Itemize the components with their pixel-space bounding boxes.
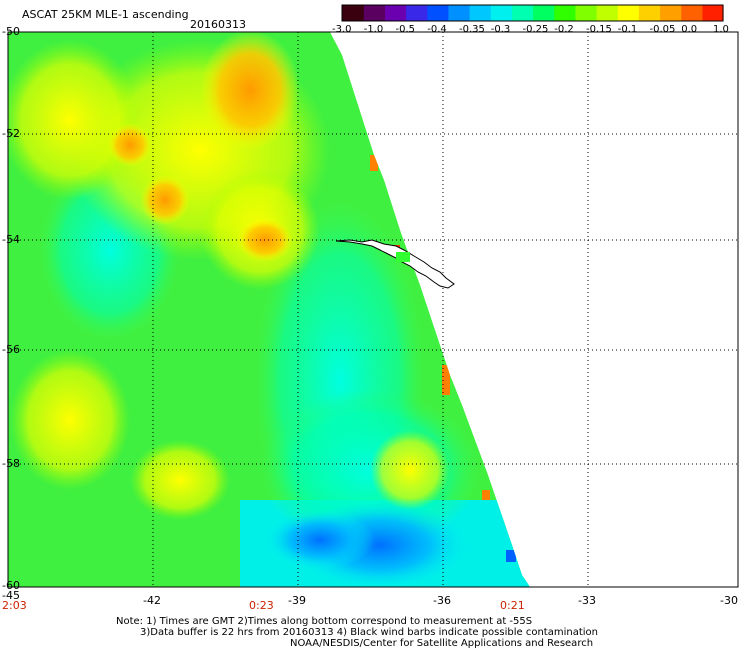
- colorbar-swatch: [532, 5, 555, 21]
- lat-label: -54: [2, 233, 20, 246]
- colorbar-tick-label: -0.3: [490, 24, 511, 35]
- colorbar-tick-label: -0.35: [459, 24, 485, 35]
- lon-label: -30: [720, 594, 738, 607]
- colorbar-swatch: [659, 5, 682, 21]
- colorbar-tick-label: -0.05: [649, 24, 676, 35]
- lon-label: -39: [288, 594, 306, 607]
- colorbar-swatch: [701, 5, 724, 21]
- time-label: 0:23: [249, 599, 274, 612]
- lat-lon-grid: [8, 32, 738, 587]
- colorbar-swatch: [342, 5, 364, 21]
- colorbar-swatch: [384, 5, 407, 21]
- lon-label: -42: [143, 594, 161, 607]
- colorbar-swatch: [363, 5, 385, 21]
- colorbar: [341, 4, 724, 22]
- lon-label: -36: [433, 594, 451, 607]
- colorbar-tick-label: -0.25: [522, 24, 549, 35]
- colorbar-swatch: [490, 5, 512, 21]
- lat-label: -58: [2, 457, 20, 470]
- lat-label: -50: [2, 25, 20, 38]
- colorbar-swatch: [574, 5, 597, 21]
- colorbar-swatch: [553, 5, 576, 21]
- colorbar-tick-label: -0.4: [427, 24, 447, 35]
- colorbar-tick-label: -0.2: [554, 24, 574, 35]
- note-line-2: 3)Data buffer is 22 hrs from 20160313 4)…: [140, 627, 598, 638]
- note-line-3: NOAA/NESDIS/Center for Satellite Applica…: [290, 638, 594, 649]
- note-line-1: Note: 1) Times are GMT 2)Times along bot…: [116, 616, 533, 627]
- time-label: 0:21: [500, 599, 525, 612]
- lon-label: -45: [2, 589, 20, 602]
- date-label: 20160313: [190, 18, 246, 31]
- swath-field: [8, 32, 530, 587]
- lat-label: -56: [2, 343, 20, 356]
- colorbar-swatch: [447, 5, 470, 21]
- lat-label: -52: [2, 127, 20, 140]
- colorbar-tick-label: -3.0: [332, 24, 352, 35]
- island-coastline: [335, 239, 455, 289]
- colorbar-tick-label: -0.15: [586, 24, 612, 35]
- colorbar-swatch: [638, 5, 661, 21]
- lat-label: -60: [2, 579, 20, 592]
- colorbar-tick-label: -0.5: [395, 24, 416, 35]
- colorbar-tick-label: -1.0: [363, 24, 384, 35]
- colorbar-swatch: [680, 5, 703, 21]
- colorbar-swatch: [469, 5, 491, 21]
- colorbar-tick-label: 0.0: [681, 24, 698, 35]
- product-title: ASCAT 25KM MLE-1 ascending: [22, 8, 189, 21]
- colorbar-swatch: [617, 5, 639, 21]
- plot-frame: [7, 31, 739, 588]
- colorbar-swatch: [596, 5, 618, 21]
- colorbar-tick-label: -0.1: [617, 24, 638, 35]
- colorbar-swatch: [426, 5, 449, 21]
- colorbar-tick-label: 1.0: [713, 24, 729, 35]
- colorbar-swatch: [511, 5, 534, 21]
- time-label: 2:03: [2, 599, 27, 612]
- lon-label: -33: [578, 594, 596, 607]
- colorbar-swatch: [405, 5, 428, 21]
